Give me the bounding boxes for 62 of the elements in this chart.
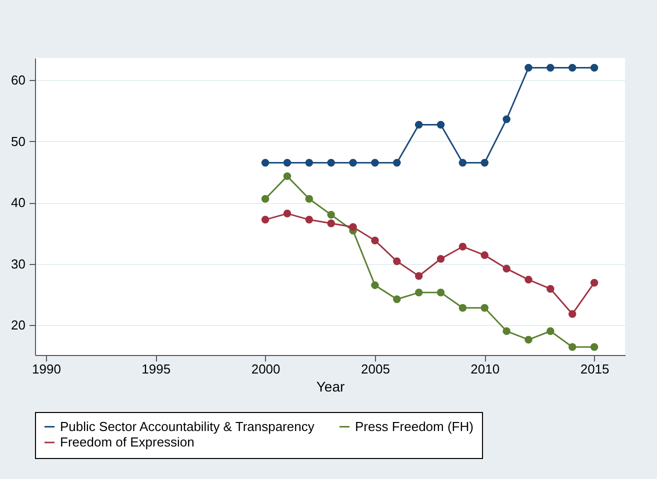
x-tick-label: 2000	[251, 362, 280, 376]
x-tick-label: 2005	[361, 362, 390, 376]
point	[327, 210, 335, 219]
point	[371, 236, 379, 244]
point	[349, 223, 357, 231]
point	[502, 264, 510, 273]
point	[546, 64, 554, 72]
point	[568, 343, 576, 351]
point	[480, 158, 488, 167]
point	[480, 304, 488, 312]
point	[393, 257, 401, 266]
point	[458, 304, 467, 312]
point	[480, 251, 488, 260]
point	[436, 120, 445, 129]
point	[590, 64, 598, 72]
point	[524, 276, 532, 284]
point	[393, 295, 401, 304]
point	[261, 158, 270, 167]
point	[502, 327, 510, 335]
point	[414, 272, 423, 280]
point	[283, 158, 292, 167]
x-tick-label: 2010	[470, 362, 500, 376]
point	[327, 219, 335, 228]
point	[393, 158, 401, 167]
x-tick-label: 2015	[580, 362, 610, 376]
point	[568, 310, 576, 318]
point	[327, 158, 335, 167]
point	[546, 327, 554, 335]
y-tick-label: 40	[11, 195, 26, 210]
point	[261, 216, 270, 224]
point	[261, 194, 270, 203]
point	[524, 336, 532, 344]
y-tick-label: 60	[11, 72, 26, 88]
point	[458, 242, 467, 250]
point	[414, 288, 423, 296]
point	[305, 158, 314, 167]
point	[305, 194, 314, 203]
x-tick-label: 1990	[32, 362, 61, 376]
point	[305, 216, 314, 224]
legend-label: Freedom of Expression	[60, 434, 194, 450]
x-axis-title: Year	[316, 378, 345, 394]
point	[283, 172, 292, 180]
point	[283, 210, 292, 218]
point	[524, 64, 532, 72]
point	[458, 158, 467, 167]
point	[568, 64, 576, 72]
legend-label: Press Freedom (FH)	[355, 418, 474, 434]
point	[590, 343, 598, 351]
y-tick-label: 20	[11, 317, 26, 332]
legend-label: Public Sector Accountability & Transparency	[60, 418, 315, 434]
point	[590, 278, 598, 287]
point	[502, 115, 510, 124]
x-tick-label: 1995	[142, 362, 171, 376]
point	[546, 285, 554, 293]
point	[349, 158, 357, 167]
point	[436, 254, 445, 263]
y-tick-label: 50	[11, 134, 26, 149]
point	[414, 120, 423, 129]
point	[371, 281, 379, 290]
point	[371, 158, 379, 167]
point	[436, 288, 445, 296]
y-tick-label: 30	[11, 256, 26, 272]
